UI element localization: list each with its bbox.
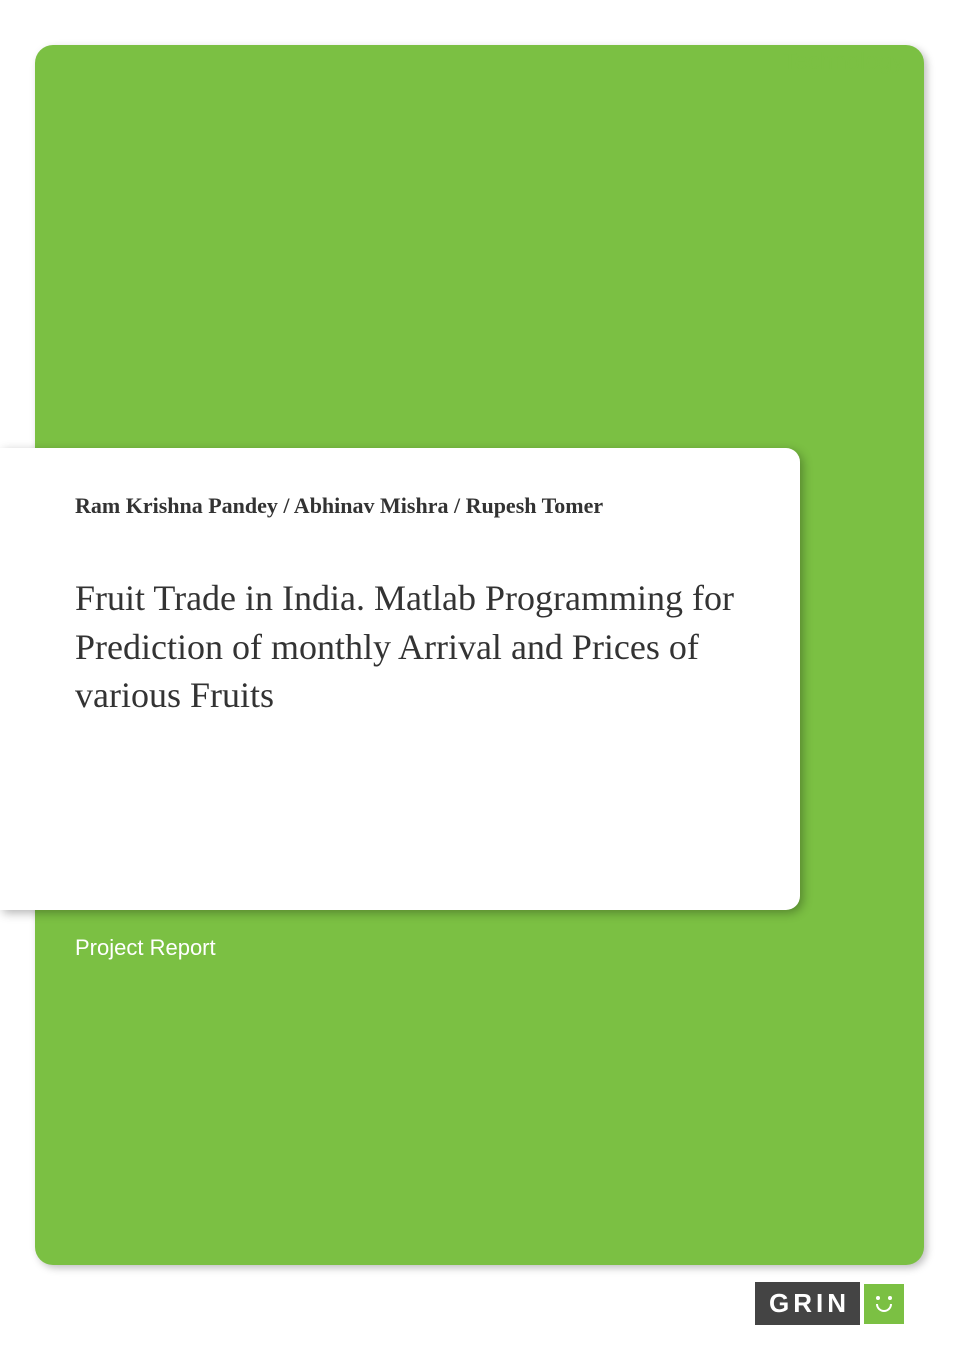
publisher-logo: GRIN [755, 1282, 904, 1325]
authors-text: Ram Krishna Pandey / Abhinav Mishra / Ru… [75, 493, 750, 519]
category-label: Technology [783, 48, 904, 76]
title-card: Ram Krishna Pandey / Abhinav Mishra / Ru… [0, 448, 800, 910]
book-cover: Technology Ram Krishna Pandey / Abhinav … [0, 0, 959, 1360]
smiley-icon [864, 1284, 904, 1324]
publisher-name: GRIN [755, 1282, 860, 1325]
book-title: Fruit Trade in India. Matlab Programming… [75, 574, 750, 720]
report-type-label: Project Report [75, 935, 216, 961]
